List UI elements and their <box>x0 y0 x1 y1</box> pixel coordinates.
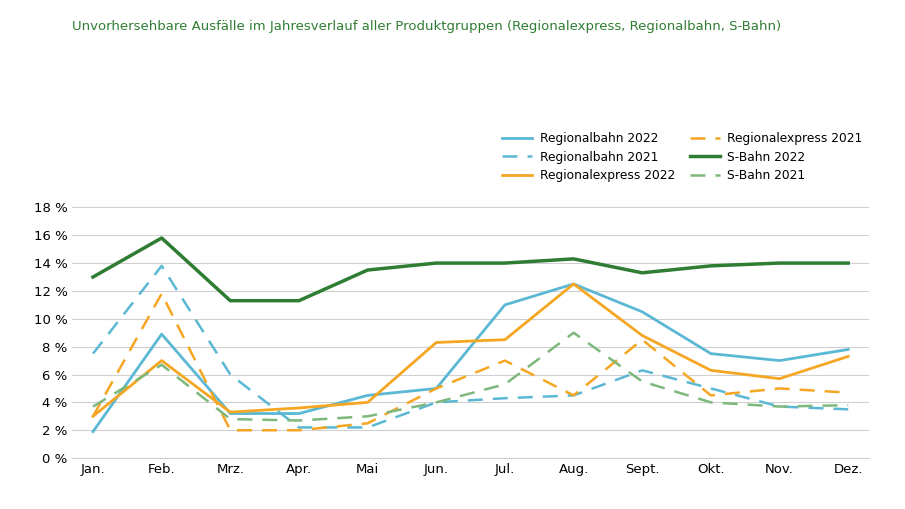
Regionalexpress 2021 <box>362 420 373 427</box>
Regionalbahn 2022 <box>843 347 853 353</box>
S-Bahn 2021 <box>500 381 510 387</box>
Regionalexpress 2021 <box>637 336 648 343</box>
Regionalbahn 2022 <box>637 309 648 315</box>
S-Bahn 2021 <box>157 362 167 368</box>
Regionalbahn 2021 <box>568 392 579 399</box>
S-Bahn 2021 <box>431 400 442 406</box>
S-Bahn 2022 <box>568 256 579 262</box>
Regionalexpress 2022 <box>843 353 853 359</box>
Regionalbahn 2022 <box>362 392 373 399</box>
Regionalexpress 2021 <box>568 392 579 399</box>
S-Bahn 2021 <box>568 330 579 336</box>
Regionalbahn 2021 <box>431 400 442 406</box>
Regionalbahn 2022 <box>568 281 579 287</box>
Regionalbahn 2021 <box>706 385 717 391</box>
Regionalbahn 2022 <box>88 429 99 435</box>
Regionalexpress 2021 <box>843 389 853 395</box>
Text: Unvorhersehbare Ausfälle im Jahresverlauf aller Produktgruppen (Regionalexpress,: Unvorhersehbare Ausfälle im Jahresverlau… <box>72 20 782 34</box>
Regionalbahn 2022 <box>431 385 442 391</box>
S-Bahn 2021 <box>362 413 373 419</box>
S-Bahn 2022 <box>431 260 442 266</box>
Regionalbahn 2021 <box>774 404 785 410</box>
Regionalexpress 2022 <box>88 413 99 419</box>
S-Bahn 2021 <box>843 402 853 408</box>
Line: Regionalbahn 2022: Regionalbahn 2022 <box>93 284 848 432</box>
Regionalexpress 2022 <box>637 332 648 338</box>
S-Bahn 2022 <box>774 260 785 266</box>
S-Bahn 2021 <box>88 404 99 410</box>
Regionalexpress 2022 <box>706 367 717 374</box>
S-Bahn 2022 <box>293 298 304 304</box>
S-Bahn 2022 <box>157 235 167 241</box>
Line: Regionalexpress 2022: Regionalexpress 2022 <box>93 284 848 416</box>
S-Bahn 2022 <box>706 263 717 269</box>
Regionalbahn 2021 <box>843 406 853 412</box>
Regionalexpress 2021 <box>88 413 99 419</box>
Regionalbahn 2021 <box>88 351 99 357</box>
S-Bahn 2022 <box>843 260 853 266</box>
Regionalexpress 2022 <box>774 376 785 382</box>
Regionalexpress 2022 <box>224 409 235 415</box>
S-Bahn 2022 <box>362 267 373 273</box>
Regionalbahn 2021 <box>637 367 648 374</box>
Regionalexpress 2021 <box>500 357 510 363</box>
Line: Regionalexpress 2021: Regionalexpress 2021 <box>93 294 848 430</box>
Line: S-Bahn 2021: S-Bahn 2021 <box>93 333 848 420</box>
Regionalbahn 2022 <box>774 357 785 363</box>
Regionalexpress 2022 <box>431 340 442 346</box>
S-Bahn 2022 <box>637 270 648 276</box>
S-Bahn 2021 <box>224 416 235 422</box>
Regionalbahn 2021 <box>362 425 373 431</box>
Regionalbahn 2021 <box>224 372 235 378</box>
Regionalexpress 2021 <box>293 427 304 433</box>
Regionalbahn 2022 <box>293 410 304 416</box>
Line: S-Bahn 2022: S-Bahn 2022 <box>93 238 848 301</box>
Regionalexpress 2022 <box>500 336 510 343</box>
Regionalexpress 2021 <box>706 392 717 399</box>
Regionalexpress 2021 <box>431 385 442 391</box>
Regionalbahn 2022 <box>500 302 510 308</box>
Line: Regionalbahn 2021: Regionalbahn 2021 <box>93 266 848 428</box>
Regionalexpress 2022 <box>157 357 167 363</box>
Regionalbahn 2022 <box>224 410 235 416</box>
Regionalbahn 2021 <box>157 263 167 269</box>
S-Bahn 2022 <box>88 274 99 280</box>
Regionalbahn 2022 <box>157 331 167 337</box>
Regionalexpress 2021 <box>224 427 235 433</box>
S-Bahn 2021 <box>774 404 785 410</box>
Regionalbahn 2021 <box>500 395 510 401</box>
Legend: Regionalbahn 2022, Regionalbahn 2021, Regionalexpress 2022, Regionalexpress 2021: Regionalbahn 2022, Regionalbahn 2021, Re… <box>501 132 862 182</box>
Regionalexpress 2021 <box>774 385 785 391</box>
S-Bahn 2022 <box>500 260 510 266</box>
S-Bahn 2021 <box>293 417 304 423</box>
S-Bahn 2021 <box>706 400 717 406</box>
Regionalexpress 2022 <box>362 400 373 406</box>
S-Bahn 2021 <box>637 378 648 384</box>
Regionalexpress 2022 <box>293 405 304 411</box>
Regionalexpress 2022 <box>568 281 579 287</box>
Regionalbahn 2021 <box>293 425 304 431</box>
Regionalbahn 2022 <box>706 351 717 357</box>
S-Bahn 2022 <box>224 298 235 304</box>
Regionalexpress 2021 <box>157 291 167 297</box>
